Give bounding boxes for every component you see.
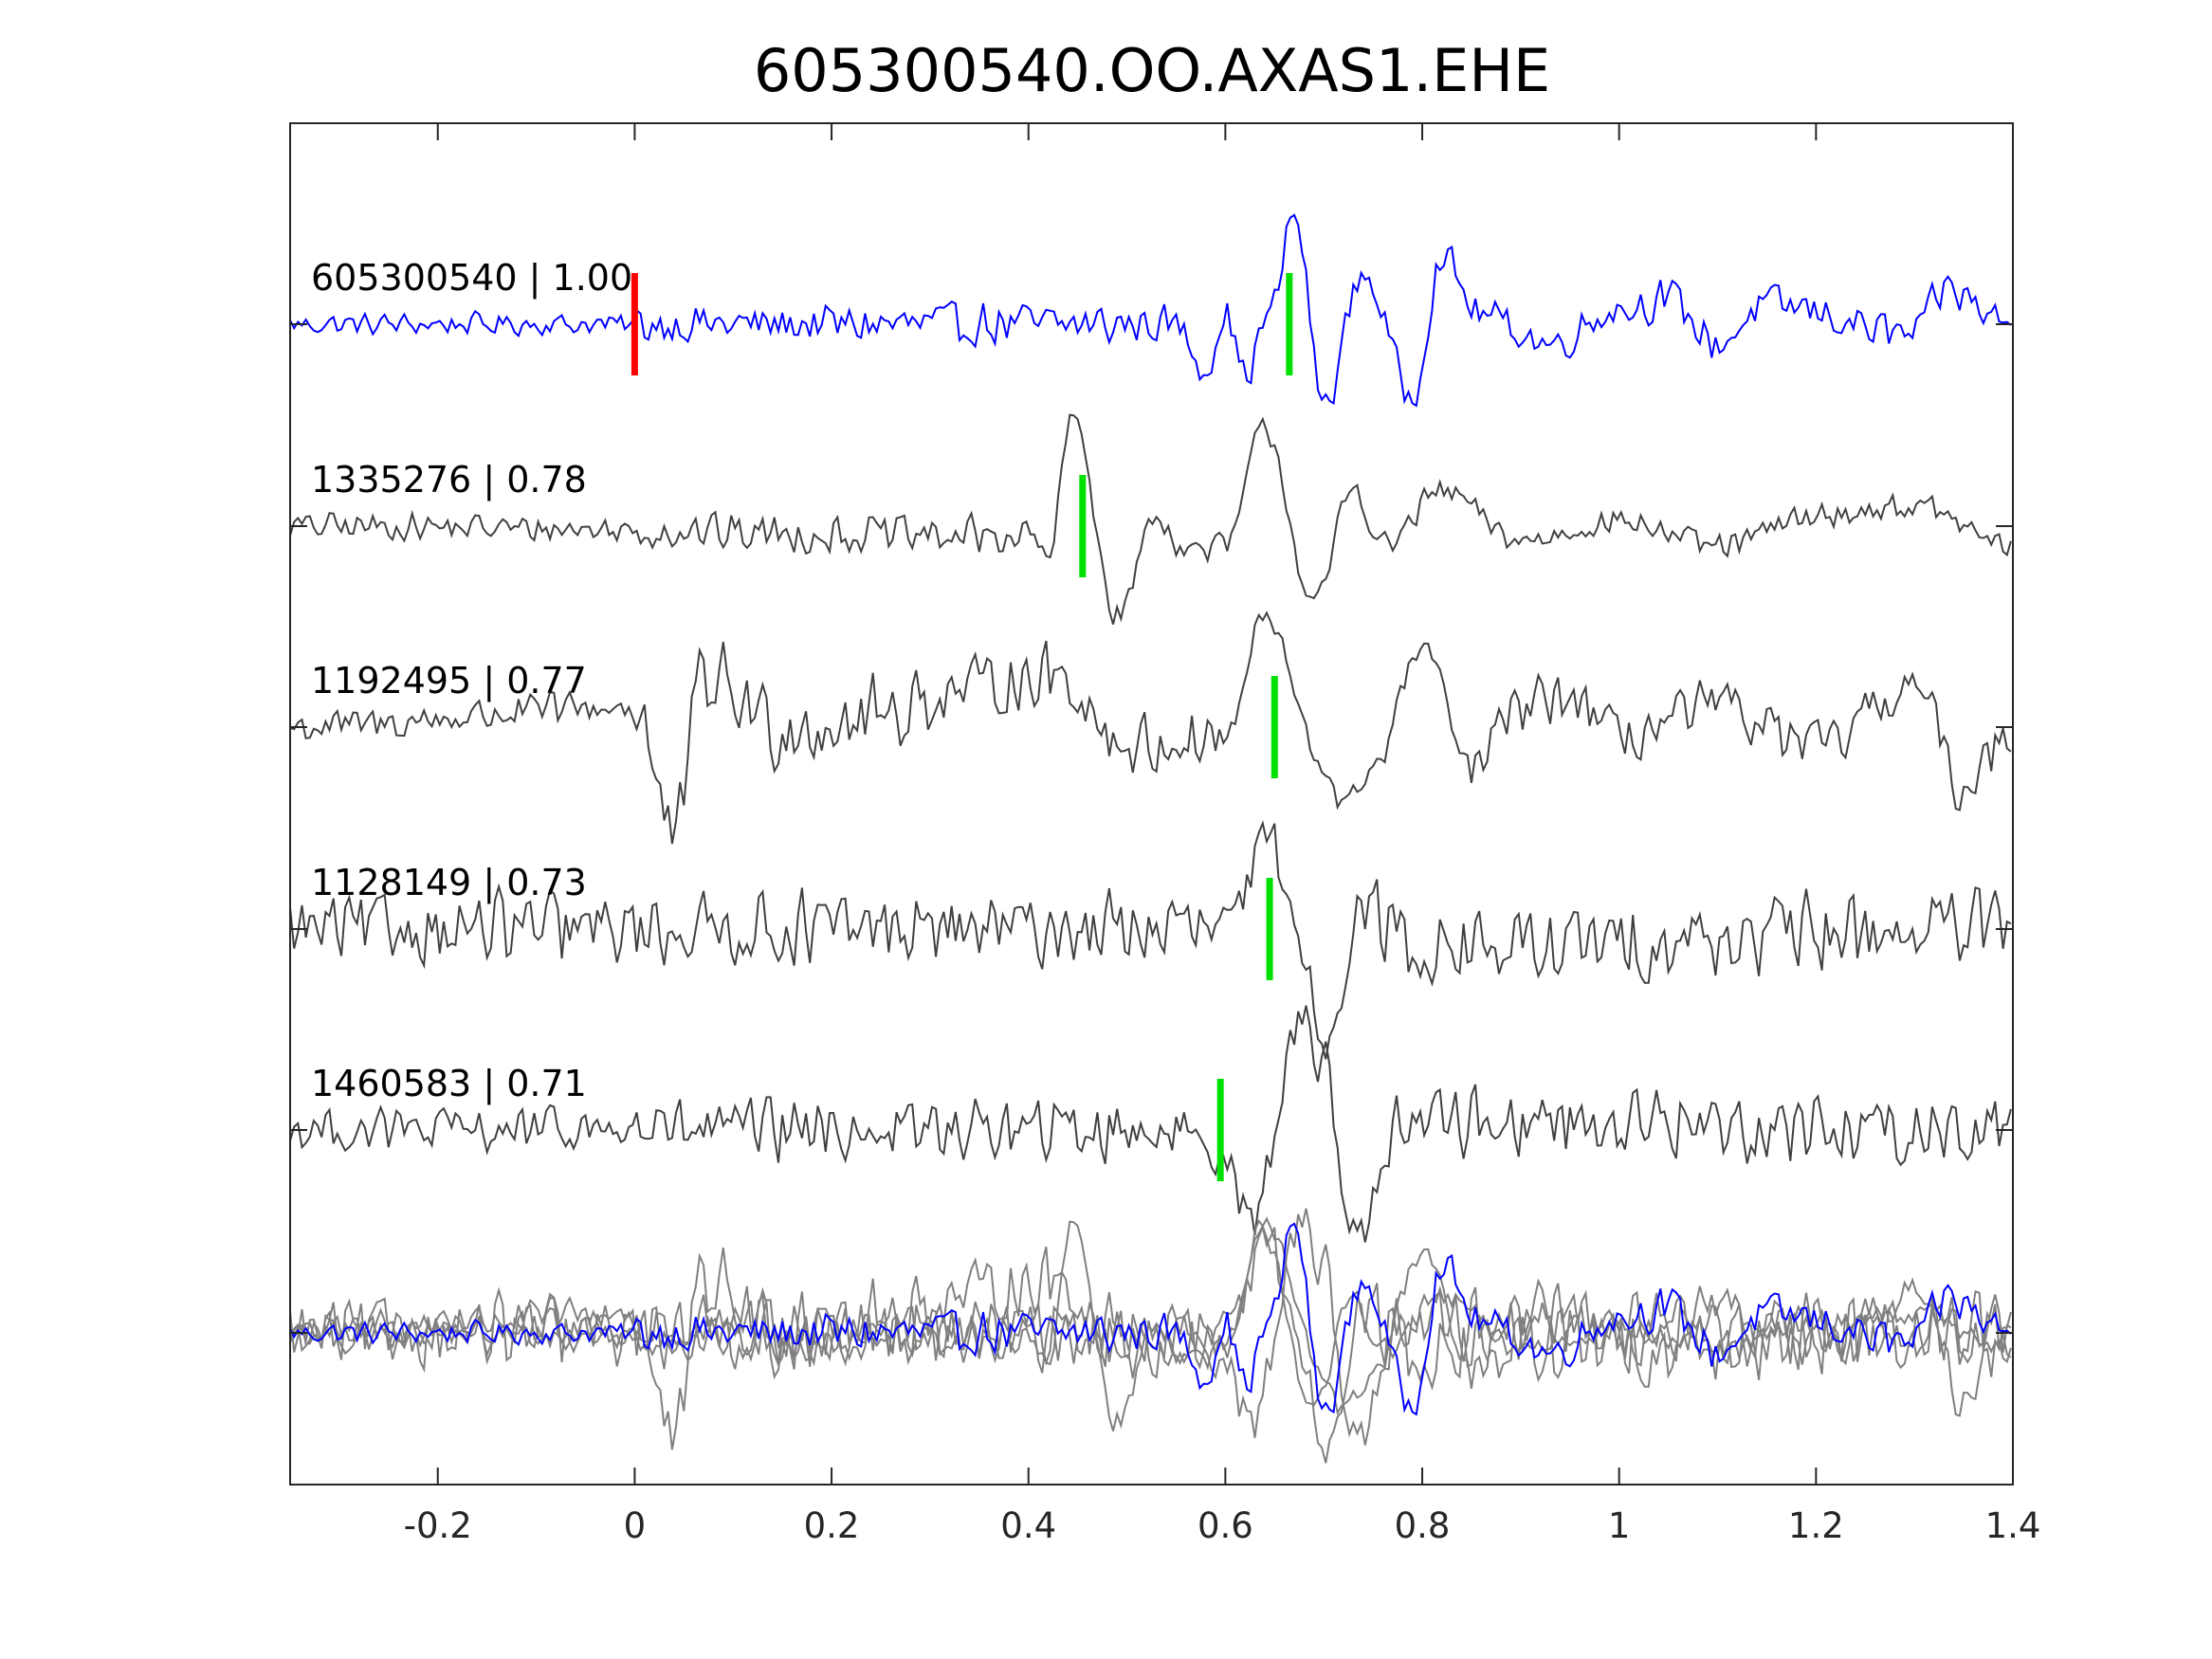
overlay-trace-1192495 bbox=[289, 1216, 2012, 1450]
trace-label-1192495: 1192495 | 0.77 bbox=[311, 660, 587, 702]
x-tick-label: 1 bbox=[1608, 1505, 1631, 1546]
x-tick-label: 1.4 bbox=[1985, 1505, 2041, 1546]
trace-label-1128149: 1128149 | 0.73 bbox=[311, 862, 587, 904]
trace-1192495 bbox=[289, 611, 2012, 845]
trace-1335276 bbox=[289, 413, 2012, 625]
trace-605300540 bbox=[289, 213, 2012, 408]
x-tick-label: -0.2 bbox=[404, 1505, 472, 1546]
axes-box bbox=[289, 122, 2014, 1486]
x-tick-label: 0.8 bbox=[1395, 1505, 1451, 1546]
x-tick-label: 0.2 bbox=[804, 1505, 860, 1546]
chart-title: 605300540.OO.AXAS1.EHE bbox=[754, 36, 1550, 105]
x-tick-label: 0.6 bbox=[1197, 1505, 1253, 1546]
x-tick-label: 0 bbox=[624, 1505, 647, 1546]
trace-label-1335276: 1335276 | 0.78 bbox=[311, 459, 587, 501]
overlay-trace-605300540 bbox=[289, 1222, 2012, 1416]
trace-label-605300540: 605300540 | 1.00 bbox=[311, 257, 632, 300]
trace-label-1460583: 1460583 | 0.71 bbox=[311, 1063, 587, 1105]
overlay-trace-1128149 bbox=[289, 1224, 2012, 1464]
x-tick-label: 1.2 bbox=[1788, 1505, 1844, 1546]
trace-1128149 bbox=[289, 820, 2012, 1060]
trace-1460583 bbox=[289, 1005, 2012, 1243]
x-tick-label: 0.4 bbox=[1000, 1505, 1056, 1546]
